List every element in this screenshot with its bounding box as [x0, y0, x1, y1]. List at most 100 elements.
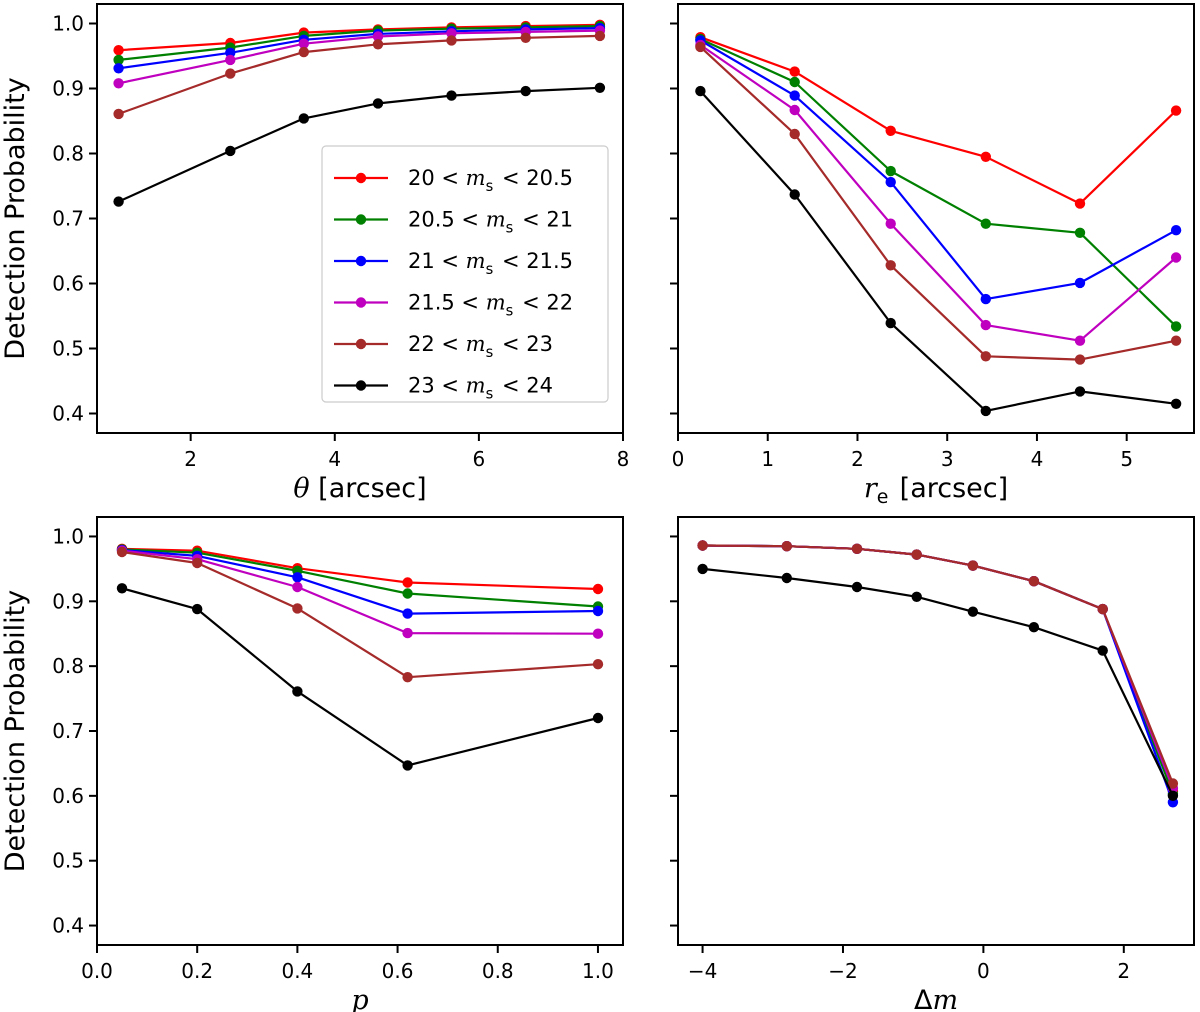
data-point-dm-4-4 [967, 560, 979, 571]
data-point-re-5-5 [1170, 398, 1182, 409]
data-point-dm-4-7 [1167, 778, 1179, 789]
data-point-re-3-4 [1074, 335, 1086, 346]
data-point-dm-5-7 [1167, 790, 1179, 801]
data-point-dm-5-6 [1097, 645, 1108, 656]
x-tick-label-dm-0: −4 [688, 959, 717, 983]
data-point-theta-4-6 [594, 30, 606, 42]
series-line-dm-2 [702, 544, 1174, 803]
legend-marker-0 [355, 172, 367, 184]
data-point-p-3-3 [402, 627, 413, 639]
panel-p: 0.0 0.2 0.4 0.6 0.8 1.0 0.4 0.5 0.6 0.7 0.8 0.9 1.0 p… [0, 516, 624, 1012]
x-tick-label-dm-2: 0 [977, 959, 990, 983]
y-axis-label-p: Detection Probability [0, 590, 31, 872]
data-point-dm-5-1 [781, 572, 792, 584]
series-line-dm-4 [702, 544, 1174, 784]
x-tick-label-re-3: 3 [941, 447, 954, 471]
data-point-re-5-2 [885, 317, 896, 329]
data-point-re-5-0 [695, 85, 706, 97]
y-tick-label-theta-3: 0.7 [52, 207, 84, 231]
y-tick-label-p-5: 0.9 [52, 589, 84, 613]
panel-theta: 2 4 6 8 0.4 0.5 0.6 0.7 0.8 0.9 1.0 θ [arcsec] Detec… [0, 3, 629, 504]
data-point-re-0-2 [885, 125, 896, 136]
y-tick-label-p-6: 1.0 [52, 524, 84, 548]
series-line-re-2 [699, 39, 1177, 301]
axes-frame-dm [677, 516, 1195, 946]
series-line-re-1 [699, 38, 1177, 328]
series-line-dm-1 [702, 544, 1174, 795]
data-point-re-0-4 [1074, 198, 1086, 209]
data-point-re-0-3 [980, 151, 991, 162]
data-point-re-3-1 [789, 104, 800, 116]
data-point-p-5-4 [592, 712, 604, 724]
data-point-dm-5-4 [967, 606, 979, 617]
data-point-theta-4-3 [372, 39, 384, 50]
data-point-dm-4-6 [1097, 603, 1108, 615]
data-point-re-1-5 [1170, 321, 1182, 332]
data-point-p-5-0 [116, 583, 128, 594]
x-tick-label-theta-2: 6 [473, 447, 486, 471]
data-point-re-2-2 [885, 176, 896, 188]
data-point-re-4-0 [695, 41, 706, 53]
data-point-p-2-3 [402, 608, 413, 619]
panel-re: 0 1 2 3 4 5 re [arcsec] [670, 3, 1195, 508]
legend-marker-3 [355, 297, 367, 308]
legend-box [321, 145, 609, 403]
data-point-re-2-4 [1074, 277, 1086, 289]
y-tick-label-theta-5: 0.9 [52, 77, 84, 101]
legend: 20 < ms < 20.5 20.5 < ms < 21 21 < ms < 21… [321, 145, 609, 403]
data-point-dm-5-3 [911, 591, 922, 602]
data-point-re-5-4 [1074, 386, 1086, 397]
data-point-theta-5-3 [372, 98, 384, 109]
x-tick-label-p-4: 0.8 [482, 959, 514, 983]
data-point-p-2-4 [592, 605, 604, 617]
data-point-theta-5-6 [594, 82, 606, 94]
data-point-re-1-4 [1074, 227, 1086, 238]
x-tick-label-re-4: 4 [1031, 447, 1044, 471]
data-point-re-3-5 [1170, 252, 1182, 263]
data-point-re-2-1 [789, 90, 800, 101]
data-point-theta-4-5 [520, 32, 531, 43]
data-point-p-3-4 [592, 628, 604, 639]
data-point-p-1-3 [402, 588, 413, 599]
y-axis-label-theta: Detection Probability [0, 77, 31, 359]
data-point-re-5-1 [789, 189, 800, 200]
y-tick-label-theta-0: 0.4 [52, 402, 84, 426]
data-point-theta-5-1 [225, 145, 236, 157]
data-point-theta-0-0 [113, 45, 124, 56]
x-axis-label-p: p [351, 985, 368, 1012]
series-line-p-4 [121, 550, 599, 679]
legend-label-3: 21.5 < ms < 22 [408, 291, 573, 320]
legend-marker-5 [355, 380, 367, 391]
data-point-re-1-2 [885, 165, 896, 177]
x-tick-label-re-0: 0 [672, 447, 685, 471]
data-point-re-4-4 [1074, 354, 1086, 365]
axes-frame-re [677, 3, 1195, 434]
y-tick-label-theta-2: 0.6 [52, 272, 84, 296]
data-point-p-0-3 [402, 577, 413, 588]
panel-dm: −4 −2 0 2 Δm [670, 516, 1195, 1012]
x-tick-label-p-1: 0.2 [181, 959, 213, 983]
series-line-dm-5 [702, 567, 1174, 797]
data-point-theta-3-1 [225, 54, 236, 66]
data-point-p-4-4 [592, 659, 604, 670]
legend-marker-1 [355, 214, 367, 225]
data-point-re-1-1 [789, 76, 800, 88]
x-tick-label-p-0: 0.0 [81, 959, 113, 983]
series-line-p-5 [121, 587, 599, 767]
data-point-re-0-1 [789, 66, 800, 77]
data-point-dm-5-2 [851, 581, 863, 593]
data-point-theta-2-0 [113, 63, 124, 74]
data-point-p-5-1 [192, 603, 203, 615]
x-axis-label-dm: Δm [914, 985, 958, 1012]
data-point-re-4-5 [1170, 335, 1182, 346]
x-tick-label-p-5: 1.0 [582, 959, 614, 983]
data-point-dm-4-2 [851, 543, 863, 554]
data-point-p-4-0 [116, 546, 128, 558]
data-point-re-0-5 [1170, 105, 1182, 116]
series-line-dm-0 [702, 544, 1174, 792]
legend-label-2: 21 < ms < 21.5 [408, 249, 573, 278]
x-tick-label-re-2: 2 [851, 447, 864, 471]
data-point-p-0-4 [592, 583, 604, 595]
x-tick-label-theta-1: 4 [328, 447, 341, 471]
